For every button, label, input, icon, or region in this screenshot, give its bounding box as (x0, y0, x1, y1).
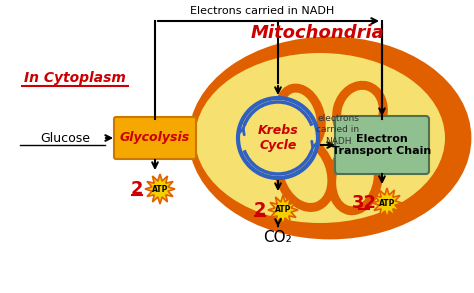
Polygon shape (268, 195, 298, 225)
Text: 2: 2 (254, 201, 266, 219)
Text: 32: 32 (352, 194, 376, 212)
Ellipse shape (190, 38, 470, 238)
Text: electrons
carried in
NADH: electrons carried in NADH (317, 114, 360, 146)
Polygon shape (372, 188, 402, 218)
Ellipse shape (332, 81, 388, 145)
Text: Electron
Transport Chain: Electron Transport Chain (332, 134, 432, 156)
Ellipse shape (341, 90, 379, 136)
Ellipse shape (273, 134, 337, 212)
Text: Glycolysis: Glycolysis (120, 132, 190, 144)
FancyBboxPatch shape (335, 116, 429, 174)
Ellipse shape (274, 84, 326, 152)
Polygon shape (145, 174, 175, 204)
Text: Electrons carried in NADH: Electrons carried in NADH (190, 6, 334, 16)
Text: Glucose: Glucose (40, 132, 90, 144)
Ellipse shape (327, 141, 383, 215)
Ellipse shape (283, 143, 328, 203)
Text: ATP: ATP (275, 205, 291, 214)
Text: Krebs
Cycle: Krebs Cycle (258, 124, 298, 152)
Ellipse shape (195, 53, 445, 223)
Text: 2: 2 (131, 180, 143, 198)
FancyBboxPatch shape (114, 117, 196, 159)
Text: ATP: ATP (152, 185, 168, 193)
Ellipse shape (336, 150, 374, 206)
Text: ATP: ATP (379, 198, 395, 207)
Text: In Cytoplasm: In Cytoplasm (24, 71, 126, 85)
Circle shape (238, 98, 318, 178)
Ellipse shape (283, 93, 317, 144)
Text: CO₂: CO₂ (264, 229, 292, 244)
Text: Mitochondria: Mitochondria (251, 24, 385, 42)
